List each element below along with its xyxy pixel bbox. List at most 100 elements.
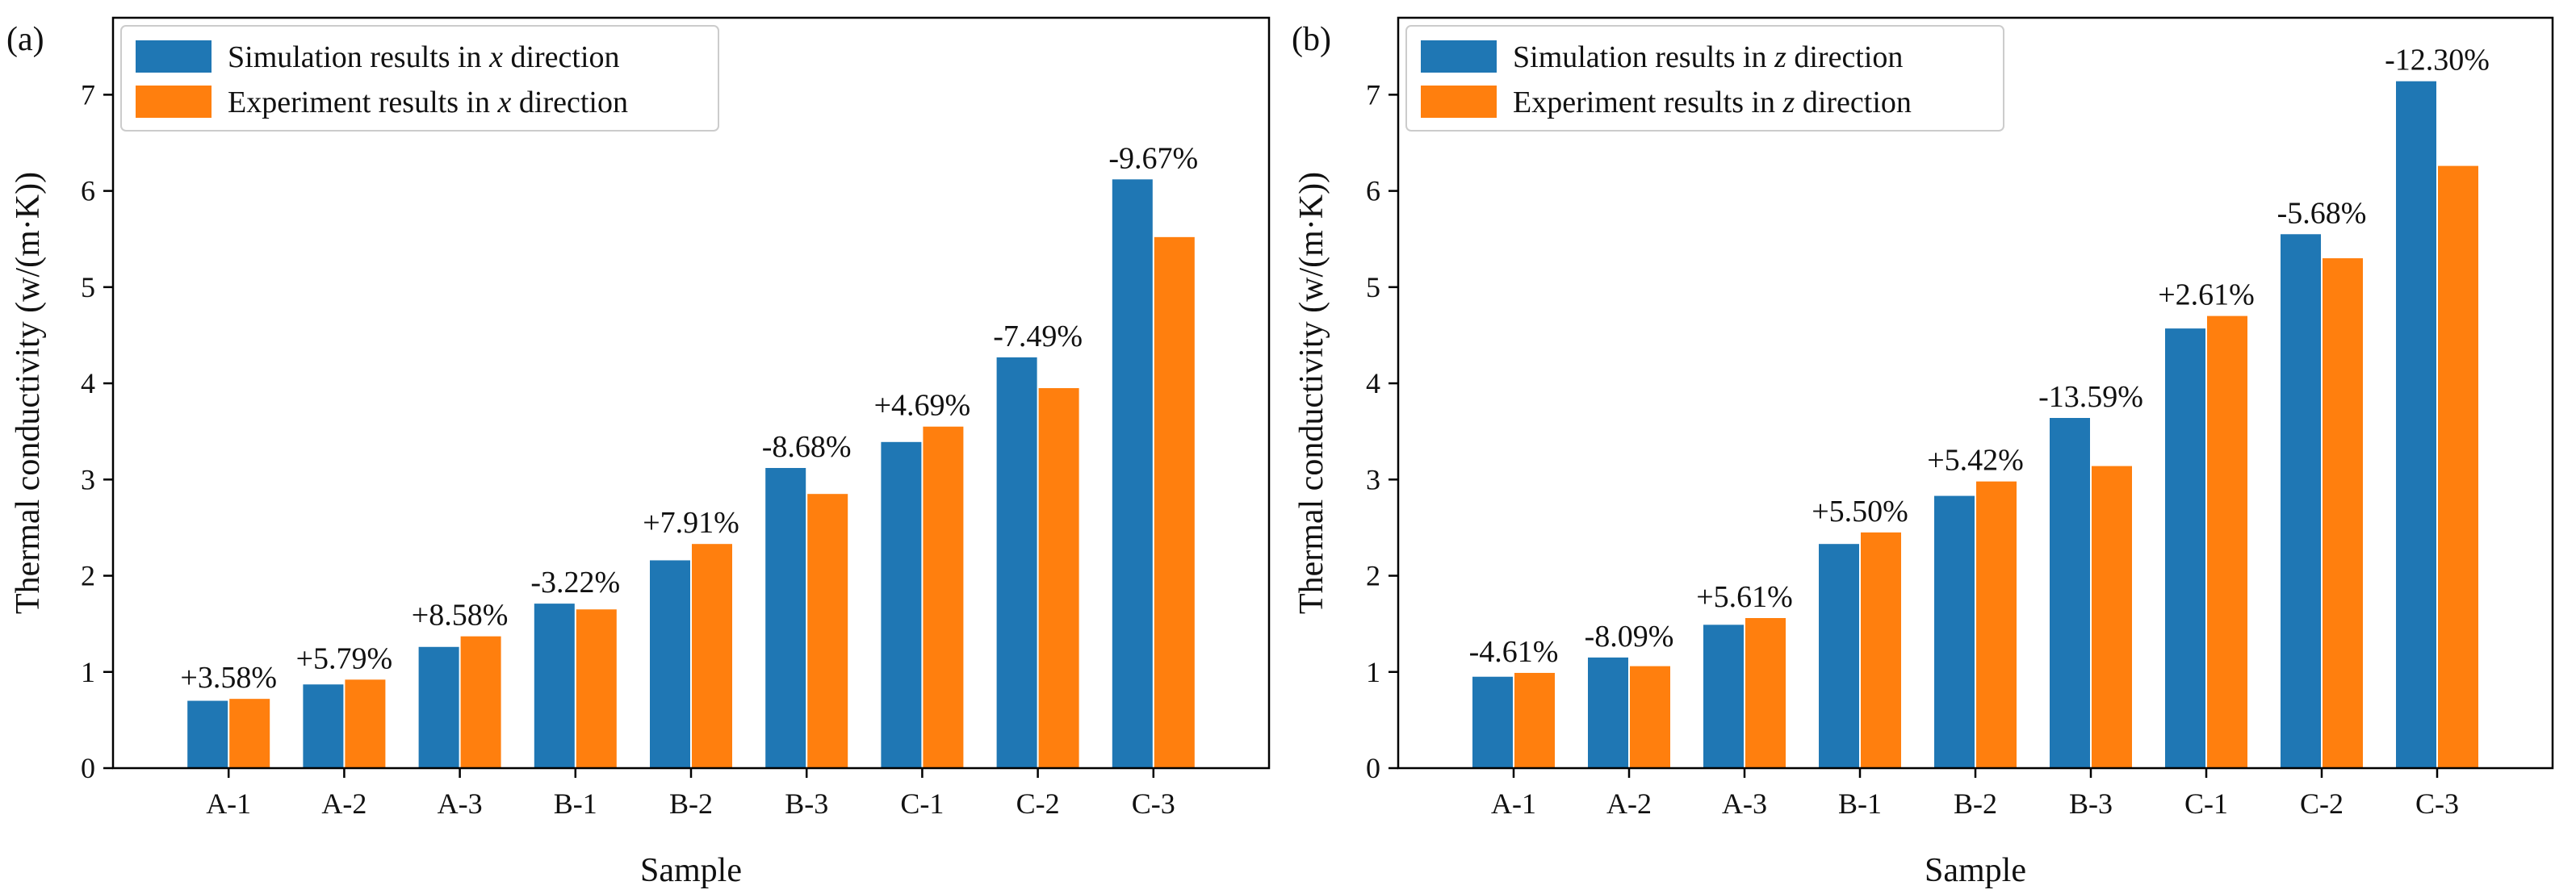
bar-experiment-c-3 xyxy=(2438,166,2478,768)
bar-simulation-a-1 xyxy=(1472,677,1513,768)
bar-experiment-b-3 xyxy=(807,494,848,768)
x-tick-label: B-3 xyxy=(2069,787,2113,820)
bar-simulation-a-2 xyxy=(1588,658,1628,768)
x-tick-label: C-1 xyxy=(2184,787,2228,820)
bar-simulation-c-2 xyxy=(997,357,1037,768)
bar-experiment-a-1 xyxy=(229,699,270,768)
bar-simulation-b-2 xyxy=(1934,496,1975,768)
x-tick-label: A-3 xyxy=(438,787,483,820)
x-tick-label: C-3 xyxy=(2415,787,2459,820)
x-tick-label: B-2 xyxy=(1954,787,1997,820)
bar-experiment-c-1 xyxy=(923,427,963,768)
bar-experiment-b-1 xyxy=(1861,533,1901,768)
legend-text-suffix: direction xyxy=(511,86,628,119)
data-label: -7.49% xyxy=(993,320,1083,353)
bar-experiment-b-3 xyxy=(2092,466,2132,768)
y-tick-label: 0 xyxy=(1366,752,1380,784)
bar-experiment-c-2 xyxy=(1039,388,1079,768)
bar-experiment-c-1 xyxy=(2207,316,2247,768)
bar-experiment-a-2 xyxy=(345,679,385,768)
bar-simulation-b-3 xyxy=(2050,418,2090,768)
bar-simulation-b-3 xyxy=(765,468,806,768)
x-tick-label: C-1 xyxy=(900,787,944,820)
y-tick-label: 6 xyxy=(81,175,95,207)
bar-simulation-b-2 xyxy=(650,560,690,768)
x-tick-label: C-2 xyxy=(1016,787,1060,820)
x-axis-title: Sample xyxy=(640,852,742,889)
bar-experiment-c-2 xyxy=(2323,258,2363,768)
legend-label-simulation: Simulation results in x direction xyxy=(228,40,620,74)
bar-simulation-c-1 xyxy=(881,442,921,768)
data-label: +7.91% xyxy=(643,506,739,540)
y-tick-label: 2 xyxy=(81,560,95,592)
bar-simulation-a-3 xyxy=(1703,625,1744,768)
data-label: +4.69% xyxy=(874,389,971,423)
y-tick-label: 5 xyxy=(81,271,95,303)
legend-swatch-experiment xyxy=(136,86,212,118)
bar-experiment-c-3 xyxy=(1154,237,1195,768)
data-label: -13.59% xyxy=(2038,380,2143,414)
y-axis-title: Thermal conductivity (w/(m·K)) xyxy=(10,172,47,614)
y-tick-label: 6 xyxy=(1366,175,1380,207)
y-tick-label: 5 xyxy=(1366,271,1380,303)
legend-swatch-simulation xyxy=(1421,40,1497,73)
legend-text-prefix: Simulation results in xyxy=(1513,40,1774,74)
bar-experiment-a-2 xyxy=(1630,666,1670,768)
y-tick-label: 0 xyxy=(81,752,95,784)
panel-label: (b) xyxy=(1292,21,1331,58)
y-tick-label: 1 xyxy=(81,656,95,688)
bar-simulation-c-1 xyxy=(2165,328,2205,768)
data-label: +3.58% xyxy=(180,661,277,695)
y-tick-label: 3 xyxy=(1366,463,1380,495)
y-tick-label: 3 xyxy=(81,463,95,495)
legend-text-suffix: direction xyxy=(1795,86,1912,119)
legend-swatch-experiment xyxy=(1421,86,1497,118)
x-tick-label: A-1 xyxy=(1491,787,1536,820)
x-axis-title: Sample xyxy=(1925,852,2026,889)
data-label: -12.30% xyxy=(2385,44,2490,77)
x-tick-label: A-1 xyxy=(206,787,251,820)
legend-text-prefix: Experiment results in xyxy=(1513,86,1783,119)
bar-experiment-b-2 xyxy=(1976,482,2017,768)
legend: Simulation results in x directionExperim… xyxy=(121,26,718,131)
bar-simulation-c-2 xyxy=(2281,234,2321,768)
legend-text-suffix: direction xyxy=(1786,40,1904,74)
legend-text-prefix: Experiment results in xyxy=(228,86,498,119)
x-tick-label: A-2 xyxy=(321,787,367,820)
legend-text-suffix: direction xyxy=(503,40,620,74)
data-label: +2.61% xyxy=(2158,278,2255,312)
bar-simulation-a-3 xyxy=(419,647,459,768)
figure-canvas: (a)+3.58%A-1+5.79%A-2+8.58%A-3-3.22%B-1+… xyxy=(0,0,2576,894)
bar-experiment-a-3 xyxy=(461,637,501,768)
legend-text-variable: z xyxy=(1782,86,1795,119)
data-label: +5.50% xyxy=(1812,495,1908,528)
bar-simulation-c-3 xyxy=(2396,81,2436,768)
bar-experiment-a-3 xyxy=(1745,618,1786,768)
chart-panel-a: (a) +3.58% A-1 +5.79% A-2 +8.58% A-3 -3.22% B-1 +… xyxy=(6,18,1269,889)
data-label: -8.09% xyxy=(1585,620,1674,654)
data-label: +5.61% xyxy=(1696,580,1793,614)
x-tick-label: C-3 xyxy=(1132,787,1175,820)
legend-text-prefix: Simulation results in xyxy=(228,40,489,74)
x-tick-label: A-3 xyxy=(1722,787,1767,820)
x-tick-label: C-2 xyxy=(2300,787,2344,820)
bar-simulation-a-1 xyxy=(187,701,228,768)
legend-label-simulation: Simulation results in z direction xyxy=(1513,40,1903,74)
legend: Simulation results in z directionExperim… xyxy=(1406,26,2004,131)
legend-text-variable: x xyxy=(488,40,503,74)
data-label: -4.61% xyxy=(1469,635,1559,669)
data-label: -9.67% xyxy=(1108,141,1198,175)
data-label: +5.79% xyxy=(296,641,393,675)
bar-experiment-b-2 xyxy=(692,544,732,768)
bar-experiment-a-1 xyxy=(1514,673,1555,768)
legend-swatch-simulation xyxy=(136,40,212,73)
bar-experiment-b-1 xyxy=(576,609,617,768)
y-tick-label: 7 xyxy=(1366,78,1380,111)
chart-panel-b: (b) -4.61% A-1 -8.09% A-2 +5.61% A-3 +5.50% B-1 +… xyxy=(1292,18,2553,889)
y-tick-label: 7 xyxy=(81,78,95,111)
bar-simulation-b-1 xyxy=(534,604,575,768)
data-label: -3.22% xyxy=(530,566,620,599)
x-tick-label: B-2 xyxy=(669,787,713,820)
y-tick-label: 1 xyxy=(1366,656,1380,688)
y-tick-label: 2 xyxy=(1366,560,1380,592)
